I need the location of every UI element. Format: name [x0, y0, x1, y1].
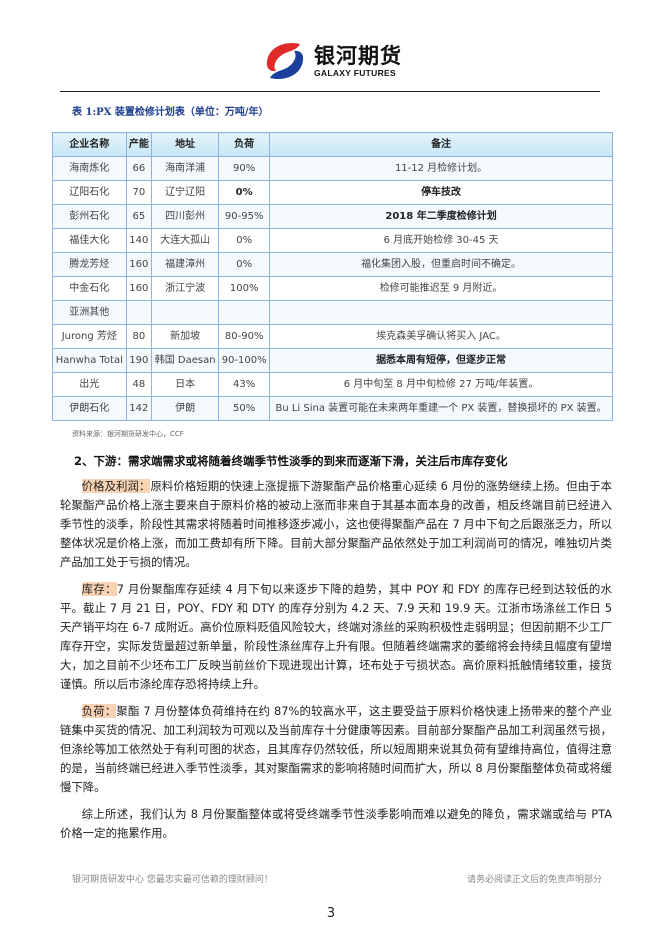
cell-load: 43% — [218, 372, 271, 397]
cell-note: 11-12 月检修计划。 — [269, 156, 613, 181]
cell-name: 亚洲其他 — [52, 300, 127, 325]
paragraph-load: 负荷：聚酯 7 月份整体负荷维持在约 87%的较高水平，这主要受益于原料价格快速… — [60, 702, 612, 797]
cell-note: 停车技改 — [269, 180, 613, 205]
cell-location: 浙江宁波 — [151, 276, 220, 301]
paragraph-price-profit: 价格及利润：原料价格短期的快速上涨提振下游聚酯产品价格重心延续 6 月份的涨势继… — [60, 477, 612, 572]
table-caption: 表 1:PX 装置检修计划表（单位：万吨/年） — [72, 107, 269, 118]
cell-note: 6 月底开始检修 30-45 天 — [269, 228, 613, 253]
cell-capacity: 142 — [125, 396, 153, 421]
cell-load: 90-95% — [218, 204, 271, 229]
table-row: 伊朗石化 142 伊朗 50% Bu Li Sina 装置可能在未来两年重建一个 PX … — [52, 396, 613, 421]
galaxy-logo-icon — [266, 42, 304, 80]
cell-note: Bu Li Sina 装置可能在未来两年重建一个 PX 装置，替换损坏的 PX … — [269, 396, 613, 421]
cell-load: 100% — [218, 276, 271, 301]
column-header: 产能 — [125, 132, 153, 157]
cell-name: Jurong 芳烃 — [52, 324, 127, 349]
paragraph-text: 综上所述，我们认为 8 月份聚酯整体或将受终端季节性淡季影响而难以避免的降负，需… — [60, 807, 612, 840]
table-header-row: 企业名称 产能 地址 负荷 备注 — [52, 132, 613, 157]
cell-load: 80-90% — [218, 324, 271, 349]
cell-load: 90-100% — [218, 348, 271, 373]
logo-chinese-text: 银河期货 — [314, 44, 402, 68]
footer-disclaimer-text: 请务必阅读正文后的免责声明部分 — [466, 875, 602, 885]
cell-location: 辽宁辽阳 — [151, 180, 220, 205]
table-source: 资料来源：银河期货研发中心，CCF — [72, 430, 184, 438]
table-row: Hanwha Total 190 韩国 Daesan 90-100% 据悉本周有短停，但… — [52, 348, 613, 373]
cell-load: 0% — [218, 180, 271, 205]
table-row: Jurong 芳烃 80 新加坡 80-90% 埃克森美孚确认将买入 JAC。 — [52, 324, 613, 349]
column-header: 备注 — [269, 132, 613, 157]
cell-capacity: 80 — [125, 324, 153, 349]
cell-name: 中金石化 — [52, 276, 127, 301]
cell-load: 90% — [218, 156, 271, 181]
cell-location: 福建漳州 — [151, 252, 220, 277]
table-row: 福佳大化 140 大连大孤山 0% 6 月底开始检修 30-45 天 — [52, 228, 613, 253]
highlight-label: 库存： — [81, 582, 117, 596]
highlight-label: 价格及利润： — [81, 479, 151, 493]
galaxy-futures-logo: 银河期货 GALAXY FUTURES — [262, 38, 662, 84]
cell-note: 2018 年二季度检修计划 — [269, 204, 613, 229]
paragraph-text: 原料价格短期的快速上涨提振下游聚酯产品价格重心延续 6 月份的涨势继续上扬。但由… — [60, 479, 612, 569]
cell-capacity: 160 — [125, 276, 153, 301]
cell-load: 0% — [218, 252, 271, 277]
px-maintenance-table: 企业名称 产能 地址 负荷 备注 海南炼化 66 海南洋浦 90% 11-12 月检修计… — [52, 132, 613, 421]
cell-capacity: 190 — [125, 348, 153, 373]
paragraph-summary: 综上所述，我们认为 8 月份聚酯整体或将受终端季节性淡季影响而难以避免的降负，需… — [60, 805, 612, 843]
highlight-label: 负荷： — [81, 704, 117, 718]
paragraph-inventory: 库存：7 月份聚酯库存延续 4 月下旬以来逐步下降的趋势，其中 POY 和 FD… — [60, 580, 612, 694]
header-divider — [60, 91, 600, 92]
footer: 银河期货研发中心 您最忠实最可信赖的理财顾问！ 请务必阅读正文后的免责声明部分 — [72, 874, 602, 886]
cell-name: 伊朗石化 — [52, 396, 127, 421]
cell-location: 韩国 Daesan — [151, 348, 220, 373]
table-row: 海南炼化 66 海南洋浦 90% 11-12 月检修计划。 — [52, 156, 613, 181]
paragraph-text: 7 月份聚酯库存延续 4 月下旬以来逐步下降的趋势，其中 POY 和 FDY 的… — [60, 582, 612, 691]
cell-location: 日本 — [151, 372, 220, 397]
cell-note — [269, 300, 613, 325]
cell-load: 50% — [218, 396, 271, 421]
cell-load: 0% — [218, 228, 271, 253]
cell-note: 埃克森美孚确认将买入 JAC。 — [269, 324, 613, 349]
cell-capacity: 65 — [125, 204, 153, 229]
table-row: 中金石化 160 浙江宁波 100% 检修可能推迟至 9 月附近。 — [52, 276, 613, 301]
cell-note: 据悉本周有短停，但逐步正常 — [269, 348, 613, 373]
spacer — [0, 843, 662, 874]
cell-location: 大连大孤山 — [151, 228, 220, 253]
cell-location: 四川彭州 — [151, 204, 220, 229]
column-header: 企业名称 — [52, 132, 127, 157]
cell-name: Hanwha Total — [52, 348, 127, 373]
cell-name: 福佳大化 — [52, 228, 127, 253]
cell-name: 辽阳石化 — [52, 180, 127, 205]
cell-location: 伊朗 — [151, 396, 220, 421]
table-row: 出光 48 日本 43% 6 月中旬至 8 月中旬检修 27 万吨/年装置。 — [52, 372, 613, 397]
cell-location: 新加坡 — [151, 324, 220, 349]
table-row: 辽阳石化 70 辽宁辽阳 0% 停车技改 — [52, 180, 613, 205]
cell-capacity: 48 — [125, 372, 153, 397]
table-row: 腾龙芳烃 160 福建漳州 0% 福化集团入股，但重启时间不确定。 — [52, 252, 613, 277]
cell-location: 海南洋浦 — [151, 156, 220, 181]
cell-capacity: 70 — [125, 180, 153, 205]
cell-capacity: 160 — [125, 252, 153, 277]
cell-load — [218, 300, 271, 325]
section-heading: 2、下游：需求端需求或将随着终端季节性淡季的到来而逐渐下滑，关注后市库存变化 — [74, 454, 508, 468]
logo-english-text: GALAXY FUTURES — [314, 68, 396, 78]
footer-left-text: 银河期货研发中心 您最忠实最可信赖的理财顾问！ — [72, 875, 273, 885]
cell-name: 出光 — [52, 372, 127, 397]
cell-capacity — [125, 300, 153, 325]
cell-note: 检修可能推迟至 9 月附近。 — [269, 276, 613, 301]
table-row: 彭州石化 65 四川彭州 90-95% 2018 年二季度检修计划 — [52, 204, 613, 229]
cell-capacity: 66 — [125, 156, 153, 181]
cell-note: 福化集团入股，但重启时间不确定。 — [269, 252, 613, 277]
cell-note: 6 月中旬至 8 月中旬检修 27 万吨/年装置。 — [269, 372, 613, 397]
cell-name: 腾龙芳烃 — [52, 252, 127, 277]
cell-name: 海南炼化 — [52, 156, 127, 181]
page-number: 3 — [326, 906, 336, 921]
paragraph-text: 聚酯 7 月份整体负荷维持在约 87%的较高水平，这主要受益于原料价格快速上扬带… — [60, 704, 612, 794]
column-header: 地址 — [151, 132, 220, 157]
cell-location — [151, 300, 220, 325]
cell-name: 彭州石化 — [52, 204, 127, 229]
column-header: 负荷 — [218, 132, 271, 157]
cell-capacity: 140 — [125, 228, 153, 253]
table-row: 亚洲其他 — [52, 300, 613, 325]
